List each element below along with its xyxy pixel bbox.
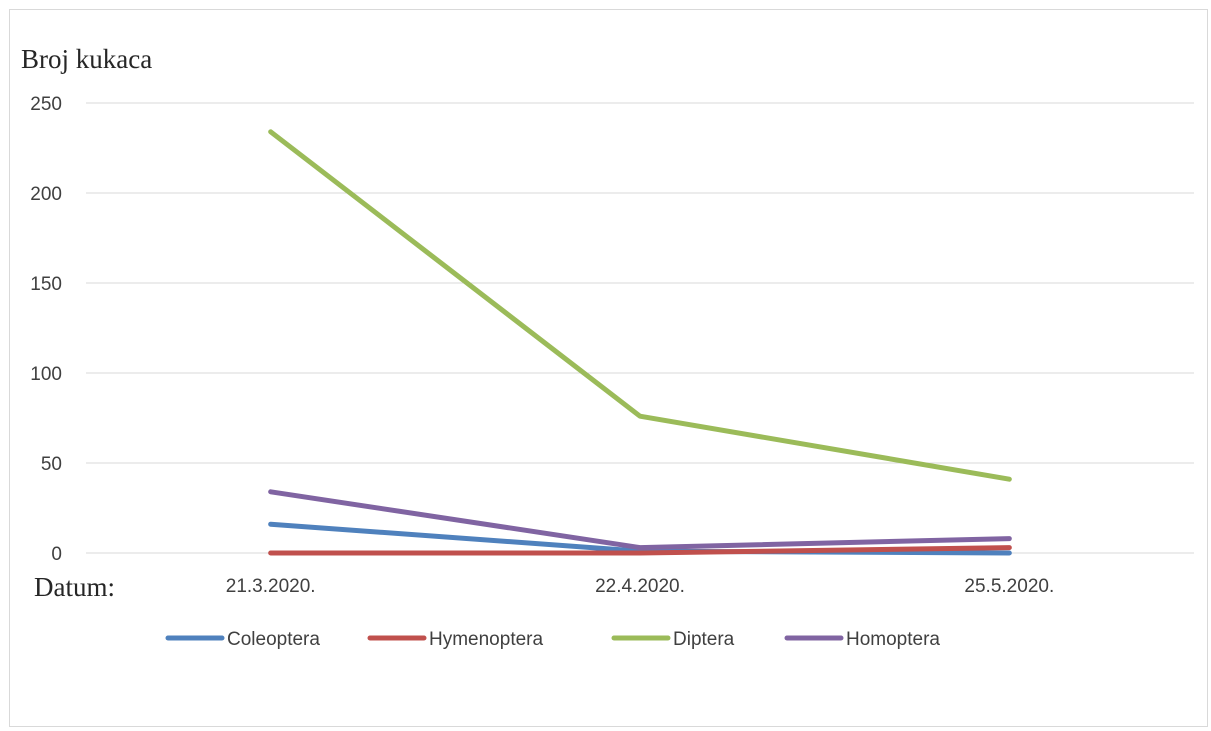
legend-label: Hymenoptera [429,629,543,650]
y-tick-label: 200 [30,184,62,205]
legend-label: Coleoptera [227,629,320,650]
x-axis-label: Datum: [34,572,115,602]
x-tick-label: 25.5.2020. [964,576,1054,597]
series-lines [268,129,1012,556]
x-tick-label: 22.4.2020. [595,576,685,597]
legend-label: Homoptera [846,629,940,650]
series-line-homoptera [268,489,1012,551]
series-line-hymenoptera [268,545,1012,556]
x-tick-label: 21.3.2020. [226,576,316,597]
series-line-diptera [268,129,1012,482]
legend: Coleoptera Hymenoptera Diptera Homoptera [165,629,940,650]
y-tick-label: 250 [30,94,62,115]
legend-item-diptera: Diptera [611,629,735,650]
y-tick-label: 50 [41,454,62,475]
y-tick-label: 100 [30,364,62,385]
x-tick-labels: 21.3.2020. 22.4.2020. 25.5.2020. [226,576,1054,597]
legend-label: Diptera [673,629,735,650]
legend-item-homoptera: Homoptera [784,629,940,650]
chart-frame [9,9,1208,727]
y-tick-label: 0 [51,544,62,565]
gridlines [86,102,1194,554]
legend-item-hymenoptera: Hymenoptera [367,629,543,650]
y-tick-labels: 0 50 100 150 200 250 [30,94,62,565]
y-tick-label: 150 [30,274,62,295]
legend-item-coleoptera: Coleoptera [165,629,320,650]
y-axis-label: Broj kukaca [21,44,152,74]
